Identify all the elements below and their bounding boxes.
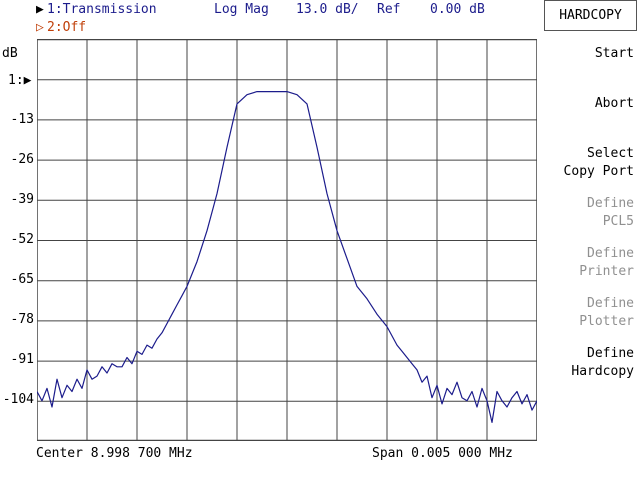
channel1-label[interactable]: 1:Transmission — [47, 2, 157, 17]
y-tick-label: -26 — [10, 152, 34, 167]
define-plotter-softkey[interactable]: Define Plotter — [579, 295, 634, 331]
y-tick-label: -78 — [10, 312, 34, 327]
softkey-label-line: Define — [587, 296, 634, 311]
format-label: Log Mag — [214, 2, 269, 17]
scale-label: 13.0 dB/ — [296, 2, 359, 17]
y-tick-label: -65 — [10, 272, 34, 287]
ref-label: Ref — [377, 2, 401, 17]
reference-marker: 1:▶ — [8, 73, 32, 88]
channel2-label[interactable]: 2:Off — [47, 20, 87, 35]
softkey-label-line: Copy Port — [563, 164, 634, 179]
center-frequency: Center 8.998 700 MHz — [36, 446, 193, 461]
abort-softkey[interactable]: Abort — [595, 95, 634, 113]
y-axis-unit: dB — [2, 46, 18, 61]
softkey-label-line: Define — [587, 246, 634, 261]
y-tick-label: -91 — [10, 352, 34, 367]
channel1-marker: ▶ — [36, 2, 44, 17]
y-tick-label: -52 — [10, 232, 34, 247]
softkey-label-line: Plotter — [579, 314, 634, 329]
define-hardcopy-softkey[interactable]: Define Hardcopy — [571, 345, 634, 381]
softkey-label-line: Hardcopy — [571, 364, 634, 379]
define-printer-softkey[interactable]: Define Printer — [579, 245, 634, 281]
y-tick-label: -104 — [2, 392, 34, 407]
softkey-label-line: Define — [587, 196, 634, 211]
transmission-trace — [37, 90, 537, 423]
define-pcl5-softkey[interactable]: Define PCL5 — [587, 195, 634, 231]
ref-value: 0.00 dB — [430, 2, 485, 17]
hardcopy-menu-title: HARDCOPY — [544, 0, 637, 31]
softkey-label-line: Printer — [579, 264, 634, 279]
channel2-marker: ▷ — [36, 20, 44, 35]
span-frequency: Span 0.005 000 MHz — [372, 446, 513, 461]
softkey-label-line: Define — [587, 346, 634, 361]
y-tick-label: -13 — [10, 112, 34, 127]
softkey-label-line: Abort — [594, 96, 634, 111]
transmission-plot[interactable] — [37, 39, 537, 441]
start-softkey[interactable]: Start — [595, 45, 634, 63]
softkey-label-line: PCL5 — [602, 214, 634, 229]
softkey-label-line: Select — [587, 146, 634, 161]
select-copy-port-softkey[interactable]: Select Copy Port — [564, 145, 634, 181]
y-tick-label: -39 — [10, 192, 34, 207]
softkey-label-line: Start — [594, 46, 634, 61]
hardcopy-title-text: HARDCOPY — [559, 8, 622, 23]
